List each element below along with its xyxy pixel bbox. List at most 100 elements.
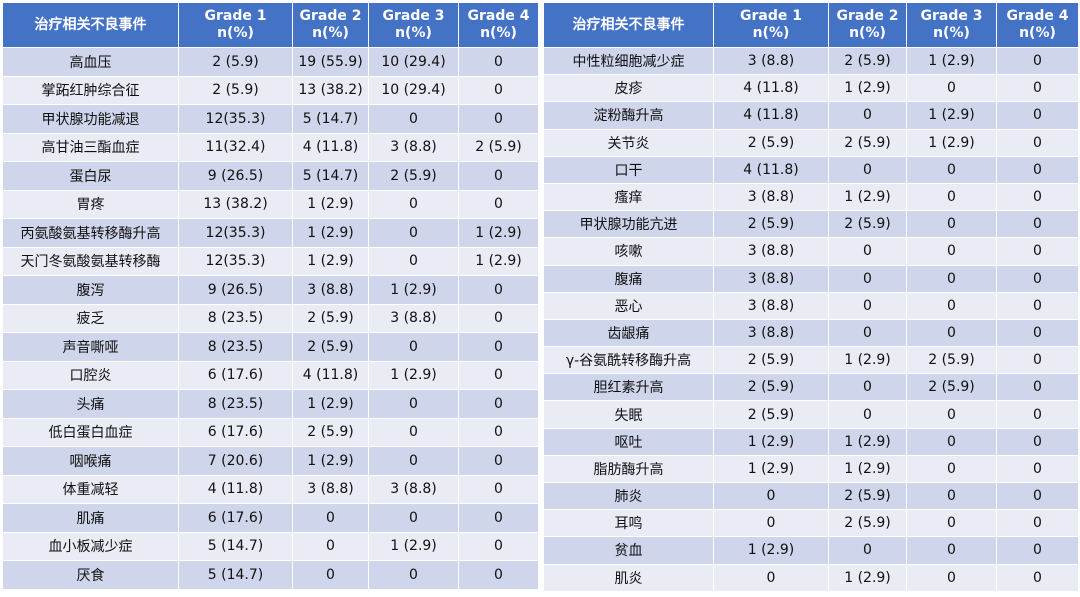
table-row: 关节炎 2 (5.9) 2 (5.9) 1 (2.9) 0 — [543, 128, 1079, 157]
grade2-cell: 1 (2.9) — [828, 74, 907, 103]
header-grade4: Grade 4 n(%) — [458, 2, 539, 48]
grade4-cell: 0 — [996, 46, 1079, 76]
grade1-cell: 2 (5.9) — [178, 75, 293, 105]
grade2-cell: 0 — [292, 531, 369, 561]
grade3-cell: 0 — [906, 182, 997, 212]
grade4-cell: 0 — [996, 563, 1079, 592]
table-header-row: 治疗相关不良事件 Grade 1 n(%) Grade 2 n(%) Grade 3… — [2, 2, 539, 48]
header-grade2: Grade 2 n(%) — [828, 2, 907, 48]
grade3-cell: 0 — [368, 503, 459, 533]
table-row: 腹泻 9 (26.5) 3 (8.8) 1 (2.9) 0 — [2, 275, 539, 305]
header-grade1: Grade 1 n(%) — [713, 2, 829, 48]
grade2-cell: 0 — [828, 318, 907, 348]
grade1-cell: 3 (8.8) — [713, 291, 829, 320]
grade3-cell: 1 (2.9) — [368, 360, 459, 390]
grade3-cell: 1 (2.9) — [906, 101, 997, 130]
grade3-cell: 10 (29.4) — [368, 75, 459, 105]
event-cell: 咳嗽 — [543, 237, 714, 266]
table-row: γ-谷氨酰转移酶升高 2 (5.9) 1 (2.9) 2 (5.9) 0 — [543, 346, 1079, 375]
grade2-cell: 0 — [828, 264, 907, 293]
grade3-cell: 0 — [906, 427, 997, 456]
grade4-cell: 0 — [458, 189, 539, 219]
adverse-events-table-right: 治疗相关不良事件 Grade 1 n(%) Grade 2 n(%) Grade 3… — [543, 2, 1079, 592]
grade4-cell: 0 — [996, 400, 1079, 429]
grade2-cell: 2 (5.9) — [828, 128, 907, 157]
grade4-cell: 0 — [458, 303, 539, 333]
event-cell: 口腔炎 — [2, 360, 179, 390]
grade3-cell: 0 — [368, 389, 459, 419]
grade3-cell: 1 (2.9) — [906, 46, 997, 76]
grade1-cell: 5 (14.7) — [178, 560, 293, 590]
grade1-cell: 3 (8.8) — [713, 237, 829, 266]
grade1-cell: 8 (23.5) — [178, 389, 293, 419]
grade1-cell: 2 (5.9) — [713, 373, 829, 402]
table-body-left: 高血压 2 (5.9) 19 (55.9) 10 (29.4) 0 掌跖红肿综合征 2 (5… — [2, 47, 539, 590]
grade2-cell: 4 (11.8) — [292, 360, 369, 390]
grade2-cell: 1 (2.9) — [828, 454, 907, 484]
grade1-cell: 3 (8.8) — [713, 46, 829, 76]
table-row: 胃疼 13 (38.2) 1 (2.9) 0 0 — [2, 189, 539, 219]
grade1-cell: 5 (14.7) — [178, 531, 293, 561]
grade2-cell: 1 (2.9) — [292, 218, 369, 248]
table-row: 瘙痒 3 (8.8) 1 (2.9) 0 0 — [543, 182, 1079, 212]
table-row: 齿龈痛 3 (8.8) 0 0 0 — [543, 318, 1079, 348]
grade4-cell: 0 — [458, 531, 539, 561]
grade4-cell: 0 — [996, 210, 1079, 239]
event-cell: 耳鸣 — [543, 509, 714, 538]
grade2-cell: 1 (2.9) — [292, 189, 369, 219]
table-row: 高甘油三酯血症 11(32.4) 4 (11.8) 3 (8.8) 2 (5.9) — [2, 132, 539, 162]
table-row: 淀粉酶升高 4 (11.8) 0 1 (2.9) 0 — [543, 101, 1079, 130]
grade3-cell: 0 — [368, 417, 459, 447]
grade2-cell: 0 — [828, 400, 907, 429]
grade3-cell: 0 — [368, 446, 459, 476]
grade1-cell: 12(35.3) — [178, 246, 293, 276]
grade1-cell: 2 (5.9) — [713, 346, 829, 375]
table-row: 丙氨酸氨基转移酶升高 12(35.3) 1 (2.9) 0 1 (2.9) — [2, 218, 539, 248]
table-row: 头痛 8 (23.5) 1 (2.9) 0 0 — [2, 389, 539, 419]
table-row: 咽喉痛 7 (20.6) 1 (2.9) 0 0 — [2, 446, 539, 476]
grade3-cell: 2 (5.9) — [368, 161, 459, 191]
grade2-cell: 0 — [828, 536, 907, 565]
table-row: 血小板减少症 5 (14.7) 0 1 (2.9) 0 — [2, 531, 539, 561]
event-cell: 皮疹 — [543, 74, 714, 103]
grade2-cell: 0 — [828, 291, 907, 320]
table-row: 中性粒细胞减少症 3 (8.8) 2 (5.9) 1 (2.9) 0 — [543, 46, 1079, 76]
event-cell: 低白蛋白血症 — [2, 417, 179, 447]
grade1-cell: 9 (26.5) — [178, 161, 293, 191]
event-cell: 蛋白尿 — [2, 161, 179, 191]
event-cell: 恶心 — [543, 291, 714, 320]
table-row: 蛋白尿 9 (26.5) 5 (14.7) 2 (5.9) 0 — [2, 161, 539, 191]
grade3-cell: 0 — [368, 332, 459, 362]
event-cell: γ-谷氨酰转移酶升高 — [543, 346, 714, 375]
grade1-cell: 2 (5.9) — [713, 210, 829, 239]
grade1-cell: 0 — [713, 481, 829, 511]
table-row: 肌炎 0 1 (2.9) 0 0 — [543, 563, 1079, 592]
grade3-cell: 0 — [906, 155, 997, 184]
grade1-cell: 1 (2.9) — [713, 536, 829, 565]
grade4-cell: 0 — [996, 536, 1079, 565]
table-row: 腹痛 3 (8.8) 0 0 0 — [543, 264, 1079, 293]
grade3-cell: 0 — [906, 237, 997, 266]
grade3-cell: 0 — [368, 189, 459, 219]
event-cell: 疲乏 — [2, 303, 179, 333]
grade4-cell: 0 — [458, 275, 539, 305]
event-cell: 甲状腺功能减退 — [2, 104, 179, 134]
grade2-cell: 13 (38.2) — [292, 75, 369, 105]
grade3-cell: 3 (8.8) — [368, 132, 459, 162]
grade4-cell: 0 — [458, 75, 539, 105]
table-header-row: 治疗相关不良事件 Grade 1 n(%) Grade 2 n(%) Grade 3… — [543, 2, 1079, 48]
table-row: 厌食 5 (14.7) 0 0 0 — [2, 560, 539, 590]
grade3-cell: 0 — [906, 291, 997, 320]
grade4-cell: 0 — [996, 318, 1079, 348]
event-cell: 呕吐 — [543, 427, 714, 456]
grade1-cell: 4 (11.8) — [178, 474, 293, 504]
grade3-cell: 0 — [368, 218, 459, 248]
table-row: 疲乏 8 (23.5) 2 (5.9) 3 (8.8) 0 — [2, 303, 539, 333]
grade3-cell: 0 — [906, 509, 997, 538]
grade1-cell: 6 (17.6) — [178, 417, 293, 447]
event-cell: 血小板减少症 — [2, 531, 179, 561]
grade4-cell: 0 — [996, 427, 1079, 456]
grade2-cell: 1 (2.9) — [292, 389, 369, 419]
table-row: 甲状腺功能亢进 2 (5.9) 2 (5.9) 0 0 — [543, 210, 1079, 239]
grade2-cell: 2 (5.9) — [828, 481, 907, 511]
